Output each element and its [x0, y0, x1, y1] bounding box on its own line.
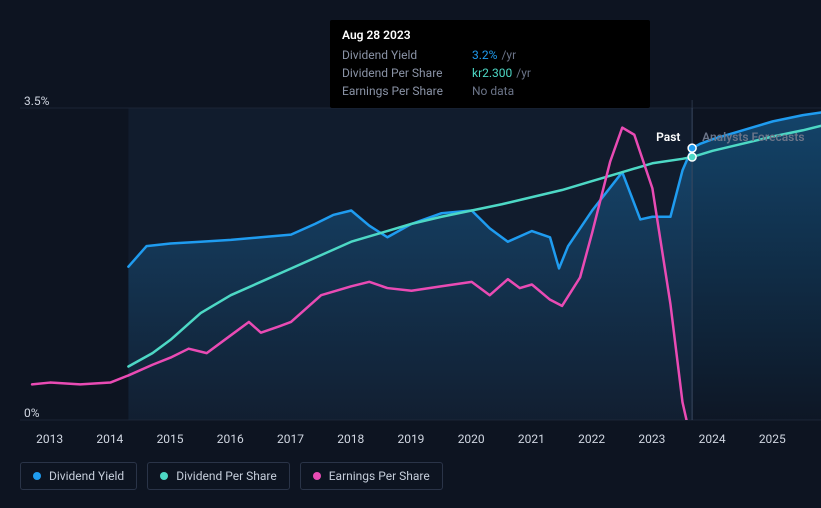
- legend-dot: [313, 472, 321, 480]
- x-axis-tick: 2022: [578, 432, 605, 446]
- y-axis-tick: 0%: [24, 406, 40, 420]
- x-axis-tick: 2013: [36, 432, 63, 446]
- tooltip-row: Dividend Per Sharekr2.300/yr: [342, 64, 638, 82]
- tooltip-label: Earnings Per Share: [342, 84, 472, 98]
- x-axis-tick: 2017: [277, 432, 304, 446]
- x-axis-tick: 2016: [217, 432, 244, 446]
- hover-tooltip: Aug 28 2023 Dividend Yield3.2%/yrDividen…: [330, 20, 650, 108]
- legend-item-dividend-yield[interactable]: Dividend Yield: [20, 462, 137, 490]
- legend-dot: [33, 472, 41, 480]
- x-axis-tick: 2020: [458, 432, 485, 446]
- tooltip-date: Aug 28 2023: [342, 28, 638, 42]
- tooltip-row: Earnings Per ShareNo data: [342, 82, 638, 100]
- x-axis-tick: 2014: [96, 432, 123, 446]
- x-axis-tick: 2021: [518, 432, 545, 446]
- x-axis-tick: 2015: [157, 432, 184, 446]
- legend-item-dividend-per-share[interactable]: Dividend Per Share: [147, 462, 290, 490]
- tooltip-label: Dividend Per Share: [342, 66, 472, 80]
- tooltip-unit: /yr: [501, 48, 516, 62]
- region-label-past: Past: [656, 130, 680, 144]
- tooltip-nodata: No data: [472, 84, 514, 98]
- region-label-forecast: Analysts Forecasts: [702, 130, 804, 144]
- x-axis-tick: 2018: [337, 432, 364, 446]
- legend-label: Earnings Per Share: [329, 469, 430, 483]
- x-axis-tick: 2025: [759, 432, 786, 446]
- tooltip-value: 3.2%: [472, 48, 497, 62]
- legend: Dividend Yield Dividend Per Share Earnings…: [20, 462, 443, 490]
- x-axis-tick: 2024: [699, 432, 726, 446]
- y-axis-tick: 3.5%: [24, 94, 49, 108]
- x-axis-tick: 2023: [638, 432, 665, 446]
- tooltip-row: Dividend Yield3.2% /yr: [342, 46, 638, 64]
- legend-label: Dividend Yield: [49, 469, 124, 483]
- x-axis-tick: 2019: [397, 432, 424, 446]
- legend-label: Dividend Per Share: [176, 469, 277, 483]
- tooltip-value: kr2.300: [472, 66, 512, 80]
- legend-item-earnings-per-share[interactable]: Earnings Per Share: [300, 462, 443, 490]
- tooltip-label: Dividend Yield: [342, 48, 472, 62]
- legend-dot: [160, 472, 168, 480]
- tooltip-unit: /yr: [516, 66, 531, 80]
- tooltip-body: Dividend Yield3.2%/yrDividend Per Sharek…: [342, 46, 638, 100]
